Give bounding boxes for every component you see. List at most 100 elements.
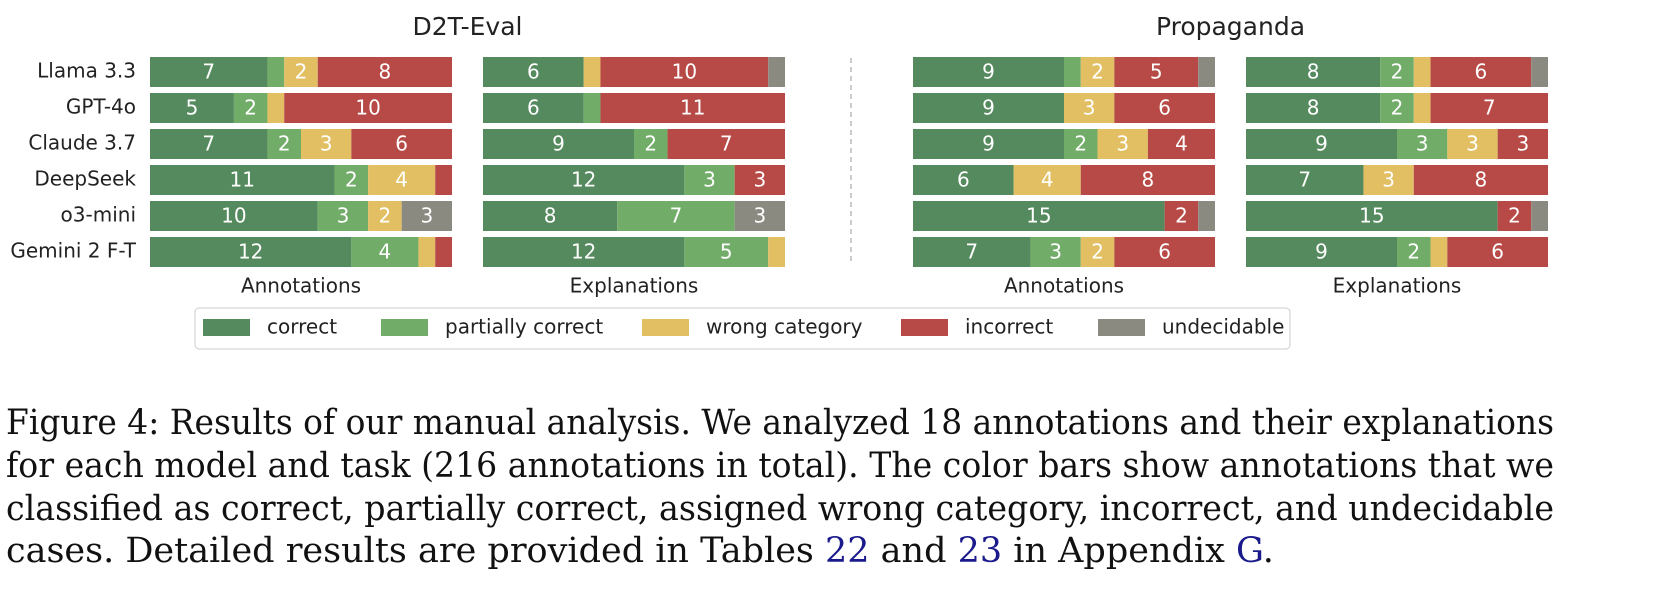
bar-segment	[1531, 201, 1548, 231]
bar-segment	[1430, 237, 1448, 267]
caption-link[interactable]: 23	[958, 531, 1003, 571]
value-label: 7	[965, 240, 978, 264]
legend-box	[194, 307, 1291, 350]
value-label: 8	[1307, 60, 1320, 84]
bar-segment	[1397, 237, 1431, 267]
bar-segment	[583, 57, 601, 87]
value-label: 3	[1382, 168, 1395, 192]
bar-segment	[1531, 57, 1548, 87]
value-label: 7	[202, 132, 215, 156]
bar-segment	[1097, 129, 1148, 159]
bar-segment	[368, 201, 402, 231]
bar-segment	[913, 165, 1014, 195]
caption-link[interactable]: 22	[825, 531, 870, 571]
value-label: 8	[379, 60, 392, 84]
bar-segment	[1147, 129, 1215, 159]
value-label: 9	[1315, 132, 1328, 156]
value-label: 3	[703, 168, 716, 192]
value-label: 8	[1475, 168, 1488, 192]
caption-text: in Appendix	[1002, 531, 1236, 571]
value-label: 4	[1175, 132, 1188, 156]
bar-segment	[1430, 57, 1532, 87]
value-label: 11	[230, 168, 255, 192]
bar-segment	[334, 165, 369, 195]
category-label: Gemini 2 F-T	[10, 239, 136, 263]
value-label: 5	[186, 96, 199, 120]
bar-segment	[284, 57, 318, 87]
value-label: 9	[982, 96, 995, 120]
value-label: 2	[379, 204, 392, 228]
bar-segment	[1246, 165, 1364, 195]
value-label: 7	[202, 60, 215, 84]
bar-segment	[483, 93, 584, 123]
group-title: D2T-Eval	[412, 12, 522, 41]
value-label: 6	[1491, 240, 1504, 264]
value-label: 3	[753, 168, 766, 192]
caption-line: cases. Detailed results are provided in …	[6, 531, 1274, 571]
value-label: 10	[221, 204, 246, 228]
bar-segment	[1064, 129, 1098, 159]
value-label: 3	[753, 204, 766, 228]
bar-segment	[1397, 129, 1448, 159]
value-label: 7	[1483, 96, 1496, 120]
legend-label: incorrect	[965, 315, 1053, 339]
value-label: 12	[571, 240, 596, 264]
bar-segment	[1080, 165, 1215, 195]
group-title: Propaganda	[1156, 12, 1305, 41]
legend-swatch	[901, 319, 948, 336]
caption-link[interactable]: G	[1236, 531, 1263, 571]
value-label: 10	[672, 60, 697, 84]
value-label: 2	[1091, 240, 1104, 264]
bar-segment	[483, 129, 634, 159]
legend-swatch	[642, 319, 689, 336]
value-label: 2	[644, 132, 657, 156]
value-label: 8	[544, 204, 557, 228]
legend-swatch	[1098, 319, 1145, 336]
value-label: 3	[1466, 132, 1479, 156]
bar-segment	[301, 129, 352, 159]
caption-line: Figure 4: Results of our manual analysis…	[6, 403, 1554, 443]
value-label: 2	[295, 60, 308, 84]
bar-segment	[913, 93, 1064, 123]
bar-segment	[684, 237, 769, 267]
caption-text: and	[870, 531, 958, 571]
bar-segment	[267, 57, 285, 87]
value-label: 12	[571, 168, 596, 192]
bar-segment	[483, 201, 618, 231]
bar-segment	[1380, 57, 1414, 87]
bar-segment	[1430, 93, 1548, 123]
legend-swatch	[381, 319, 428, 336]
bar-segment	[1413, 93, 1431, 123]
bar-segment	[1246, 129, 1397, 159]
bar-segment	[150, 129, 268, 159]
value-label: 7	[1298, 168, 1311, 192]
bar-segment	[1413, 57, 1431, 87]
bar-segment	[267, 129, 301, 159]
caption-line: for each model and task (216 annotations…	[6, 446, 1554, 486]
value-label: 6	[957, 168, 970, 192]
value-label: 5	[1150, 60, 1163, 84]
value-label: 3	[420, 204, 433, 228]
value-label: 7	[670, 204, 683, 228]
value-label: 15	[1359, 204, 1384, 228]
bar-segment	[483, 57, 584, 87]
category-label: Claude 3.7	[28, 131, 136, 155]
value-label: 3	[1416, 132, 1429, 156]
bar-segment	[1013, 165, 1081, 195]
bar-segment	[768, 57, 785, 87]
value-label: 3	[1116, 132, 1129, 156]
panel-xlabel: Explanations	[1333, 274, 1462, 298]
bar-segment	[233, 93, 268, 123]
bar-segment	[913, 57, 1064, 87]
bar-segment	[435, 165, 452, 195]
bar-segment	[600, 57, 769, 87]
value-label: 2	[1175, 204, 1188, 228]
value-label: 6	[1158, 240, 1171, 264]
value-label: 8	[1142, 168, 1155, 192]
bar-segment	[1413, 165, 1548, 195]
value-label: 6	[1158, 96, 1171, 120]
bar-segment	[734, 201, 785, 231]
bar-segment	[583, 93, 601, 123]
value-label: 2	[1391, 96, 1404, 120]
bar-segment	[267, 93, 285, 123]
